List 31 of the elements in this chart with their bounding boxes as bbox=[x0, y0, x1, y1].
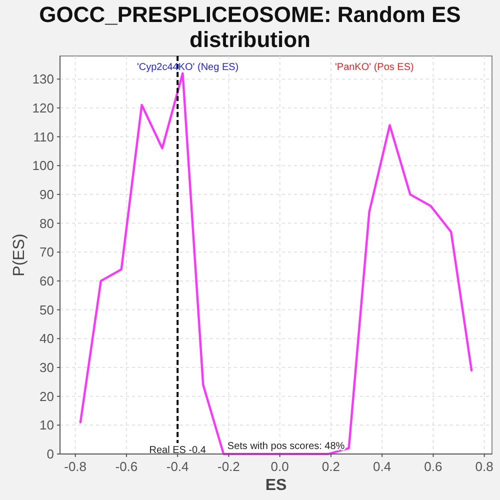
x-tick-label: 0.6 bbox=[424, 459, 442, 474]
annotation: 'PanKO' (Pos ES) bbox=[334, 62, 414, 73]
chart-title: GOCC_PRESPLICEOSOME: Random ES distribution bbox=[39, 2, 461, 52]
y-tick-label: 120 bbox=[32, 100, 54, 116]
y-tick-label: 60 bbox=[40, 273, 54, 288]
y-tick-label: 100 bbox=[32, 158, 54, 174]
annotation: 'Cyp2c44KO' (Neg ES) bbox=[136, 62, 239, 73]
y-tick-label: 0 bbox=[46, 446, 54, 462]
y-tick-label: 30 bbox=[40, 360, 54, 375]
y-axis-title: P(ES) bbox=[11, 234, 28, 276]
y-tick-label: 20 bbox=[40, 388, 54, 404]
y-tick-label: 90 bbox=[40, 186, 54, 202]
ref-line-label: Real ES -0.4 bbox=[149, 445, 206, 456]
x-tick-label: -0.4 bbox=[166, 459, 189, 474]
y-tick-label: 130 bbox=[32, 72, 54, 87]
x-tick-label: -0.6 bbox=[115, 459, 138, 474]
y-tick-label: 50 bbox=[40, 302, 54, 318]
y-tick-label: 10 bbox=[40, 418, 54, 433]
y-tick-label: 70 bbox=[40, 244, 54, 260]
x-axis-title: ES bbox=[265, 477, 287, 494]
x-tick-label: 0.0 bbox=[270, 459, 289, 474]
y-tick-label: 40 bbox=[40, 331, 54, 346]
line-series bbox=[79, 72, 473, 456]
x-tick-label: 0.4 bbox=[373, 459, 392, 474]
x-tick-label: -0.8 bbox=[64, 459, 87, 474]
y-tick-label: 110 bbox=[33, 129, 54, 144]
x-tick-label: 0.2 bbox=[322, 459, 340, 474]
annotation: Sets with pos scores: 48% bbox=[227, 441, 345, 452]
x-tick-label: 0.8 bbox=[475, 459, 494, 474]
y-tick-label: 80 bbox=[40, 216, 54, 231]
x-tick-label: -0.2 bbox=[218, 459, 240, 474]
